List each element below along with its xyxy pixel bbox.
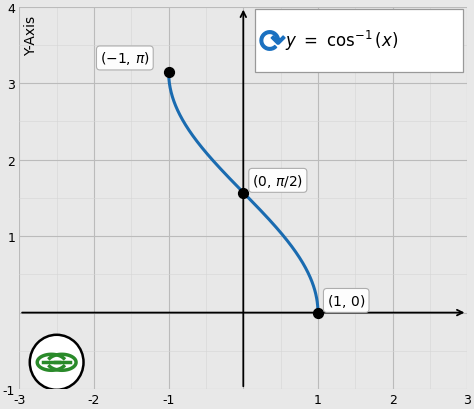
Point — [314, 310, 322, 316]
Text: $(1,\, 0)$: $(1,\, 0)$ — [327, 292, 365, 309]
Circle shape — [30, 335, 83, 390]
Text: $(0,\, \pi/2)$: $(0,\, \pi/2)$ — [252, 173, 303, 189]
FancyBboxPatch shape — [255, 10, 463, 72]
Point — [165, 70, 173, 76]
Text: $y\ =\ \cos^{-1}(x)$: $y\ =\ \cos^{-1}(x)$ — [285, 29, 399, 53]
Point — [239, 190, 247, 196]
Text: $(-1,\, \pi)$: $(-1,\, \pi)$ — [100, 50, 150, 67]
Text: Y-Axis: Y-Axis — [24, 16, 38, 55]
